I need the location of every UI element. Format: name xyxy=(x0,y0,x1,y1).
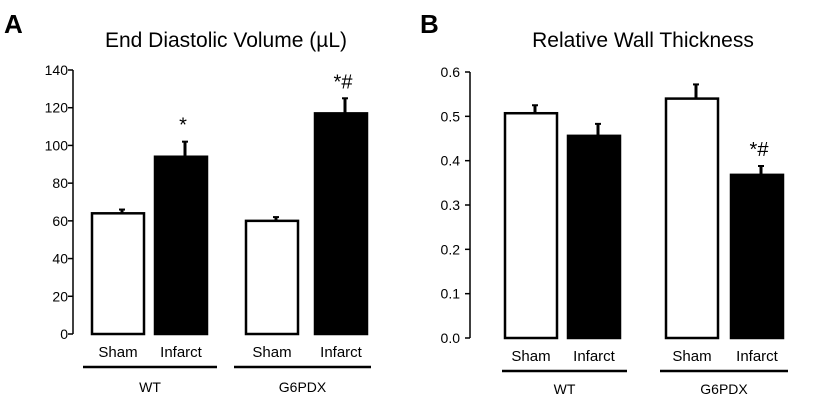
category-label: Infarct xyxy=(736,348,779,365)
category-label: Sham xyxy=(511,348,550,365)
category-label: Infarct xyxy=(320,344,363,361)
category-label: Sham xyxy=(252,344,291,361)
y-tick-label: 100 xyxy=(45,137,69,153)
y-tick-label: 0 xyxy=(60,326,68,342)
y-tick-label: 0.2 xyxy=(441,241,461,257)
panel-letter-a: A xyxy=(4,9,23,39)
category-label: Infarct xyxy=(573,348,616,365)
y-tick-label: 140 xyxy=(45,62,69,78)
y-tick-label: 60 xyxy=(52,213,68,229)
y-tick-label: 40 xyxy=(52,251,68,267)
significance-marker: * xyxy=(179,115,187,137)
bar-infarct-g6pdx xyxy=(313,112,369,336)
y-tick-label: 0.6 xyxy=(441,64,461,80)
bars-b: *# xyxy=(503,83,785,340)
axes-a: 0 20 40 60 80 100 120 140 Sham Infarct WT Sham Infar… xyxy=(45,62,371,395)
bar-sham-wt xyxy=(503,111,559,340)
group-label: WT xyxy=(554,381,576,397)
bar-sham-g6pdx xyxy=(664,97,720,340)
group-label: G6PDX xyxy=(279,379,327,395)
group-label: WT xyxy=(139,379,161,395)
y-tick-label: 0.0 xyxy=(441,330,461,346)
panel-letter-b: B xyxy=(420,9,439,39)
y-tick-label: 0.3 xyxy=(441,197,461,213)
y-tick-label: 0.4 xyxy=(441,153,461,169)
y-tick-label: 0.5 xyxy=(441,108,461,124)
bar-infarct-g6pdx xyxy=(729,173,785,340)
category-label: Infarct xyxy=(160,344,203,361)
significance-marker: *# xyxy=(334,71,354,93)
y-tick-label: 20 xyxy=(52,288,68,304)
bar-sham-wt xyxy=(90,212,146,336)
y-tick-label: 120 xyxy=(45,100,69,116)
bar-sham-g6pdx xyxy=(244,219,300,336)
chart-title-b: Relative Wall Thickness xyxy=(532,29,754,52)
bar-infarct-wt xyxy=(566,134,622,340)
group-label: G6PDX xyxy=(700,381,748,397)
panel-b: B Relative Wall Thickness 0.0 0.1 0.2 0.3 0.… xyxy=(420,9,788,397)
bar-infarct-wt xyxy=(153,155,209,336)
chart-title-a: End Diastolic Volume (µL) xyxy=(105,29,347,52)
category-label: Sham xyxy=(672,348,711,365)
y-tick-label: 0.1 xyxy=(441,286,461,302)
category-label: Sham xyxy=(98,344,137,361)
y-tick-label: 80 xyxy=(52,175,68,191)
panel-a: A End Diastolic Volume (µL) 0 20 40 60 80 100… xyxy=(4,9,371,395)
significance-marker: *# xyxy=(750,139,770,161)
bars-a: * *# xyxy=(90,71,369,336)
